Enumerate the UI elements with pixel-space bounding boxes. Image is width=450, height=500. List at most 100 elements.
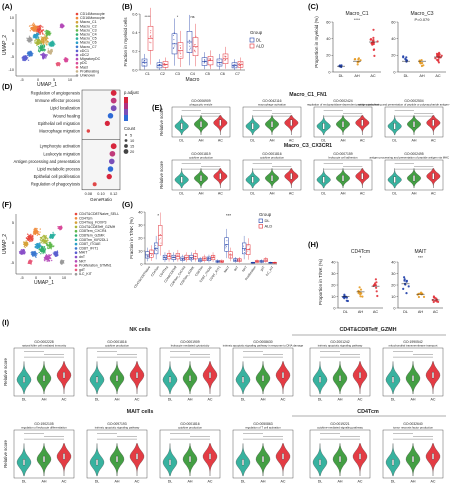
scatter-h-title: MAIT xyxy=(415,249,427,255)
violin-frame xyxy=(159,347,221,397)
violin-e-xtick: AH xyxy=(341,139,346,143)
panel-g: 0 10 20 30 40 Fraction in T/NK (%) CD4T&CD8TNa… xyxy=(129,210,277,289)
box-b-ytick: 0.0 xyxy=(132,68,137,72)
box-b-point xyxy=(234,63,236,65)
box-g-point xyxy=(173,259,175,261)
box-b-point xyxy=(239,62,241,65)
violin-frame xyxy=(313,159,373,191)
umap-a-point xyxy=(52,43,54,45)
umap-f-point xyxy=(58,226,61,228)
umap-a-ytick: 0 xyxy=(12,42,14,46)
scatter-h-point xyxy=(343,297,346,300)
umap-a-point xyxy=(38,41,40,44)
violin-e-xtick: DL xyxy=(392,192,397,196)
violin-box xyxy=(22,459,26,466)
umap-a-point xyxy=(24,55,27,57)
box-b-point xyxy=(234,64,236,67)
umap-a-point xyxy=(42,49,44,51)
umap-f-point xyxy=(36,253,38,255)
violin-e-xtick: AH xyxy=(412,192,417,196)
umap-a-point xyxy=(44,40,46,42)
umap-a-point xyxy=(39,40,41,42)
panel-e: Macro_C1_FN1 Macro_C3_CX3CR1 GO:0006909pha… xyxy=(159,92,450,196)
box-b-legend-swatch xyxy=(249,37,255,43)
umap-f-point xyxy=(40,242,42,244)
box-b-point xyxy=(233,64,235,66)
scatter-h-point xyxy=(405,292,408,295)
scatter-c-sig: P=0.079 xyxy=(414,17,430,22)
umap-f-point xyxy=(38,233,41,236)
umap-f-point xyxy=(29,261,31,264)
violin-i-xtick: AC xyxy=(358,398,363,402)
umap-f-point xyxy=(60,262,62,265)
umap-a-point xyxy=(44,30,46,33)
box-g-sig: * xyxy=(157,213,159,218)
box-b-point xyxy=(204,58,206,60)
umap-a-legend-dot xyxy=(75,53,79,57)
violin-i-xtick: AH xyxy=(42,480,47,484)
scatter-h-point xyxy=(359,295,362,298)
violin-i-section: MAIT cells xyxy=(127,409,154,415)
box-g-point xyxy=(177,254,179,256)
umap-f-point xyxy=(48,254,50,256)
umap-f-point xyxy=(35,252,37,254)
umap-f-point xyxy=(32,235,34,237)
box-g-point xyxy=(168,253,170,255)
umap-f-point xyxy=(44,234,46,237)
umap-a-point xyxy=(37,26,39,29)
violin-box xyxy=(361,119,364,126)
violin-i-xtick: AH xyxy=(411,480,416,484)
umap-f-point xyxy=(54,252,56,254)
violin-box xyxy=(281,453,285,460)
umap-a-point xyxy=(39,27,42,29)
umap-f-point xyxy=(32,237,34,239)
umap-f-point xyxy=(43,236,46,239)
umap-f-point xyxy=(57,226,59,228)
scatter-h-xtick: AH xyxy=(358,310,364,314)
umap-f-point xyxy=(30,262,32,264)
box-b-point xyxy=(194,51,196,53)
box-g-point xyxy=(203,259,205,261)
box-g-point xyxy=(248,249,250,251)
umap-a-point xyxy=(31,52,33,54)
violin-box xyxy=(115,375,119,382)
scatter-h-ytick: 10 xyxy=(391,295,395,299)
umap-a-point xyxy=(43,36,45,38)
scatter-h-ytick: 30 xyxy=(391,272,395,276)
violin-box xyxy=(241,376,245,383)
scatter-h-xtick: AH xyxy=(418,310,424,314)
panel-f: UMAP_1 UMAP_2 -5 0 5 10 5 0 -5 CD4T&CD8TNaive_SEL… xyxy=(2,212,119,286)
box-b-sig: **** xyxy=(145,15,151,19)
umap-f-point xyxy=(45,257,47,259)
umap-a-point xyxy=(61,23,63,25)
umap-f-point xyxy=(31,254,33,256)
umap-a-point xyxy=(45,55,47,58)
box-g-point xyxy=(209,258,211,260)
box-g-xtick: MAIT xyxy=(223,265,231,273)
umap-f-ytick: -5 xyxy=(11,261,14,265)
box-g-point xyxy=(253,262,255,263)
umap-f-xtick: -5 xyxy=(20,276,23,280)
violin-box xyxy=(251,123,254,130)
box-b-xtick: C5 xyxy=(205,72,210,76)
umap-a-point xyxy=(26,54,28,57)
dot-d-dot xyxy=(107,166,114,172)
scatter-c-title: Macro_C1 xyxy=(345,11,368,17)
violin-e-ylabel-2: Relative score xyxy=(159,161,164,189)
umap-f-point xyxy=(42,242,44,244)
umap-a-point xyxy=(36,44,38,46)
box-b-xtick: C7 xyxy=(235,72,240,76)
umap-f-legend-label: CD4T&CD8TNaive_SELL xyxy=(79,212,119,216)
scatter-c-point xyxy=(340,64,343,67)
dot-d-size-title: Count xyxy=(124,126,136,131)
violin-box xyxy=(261,455,265,463)
box-b-point xyxy=(180,55,182,58)
violin-frame xyxy=(159,429,221,479)
umap-f-point xyxy=(47,239,49,242)
umap-a-point xyxy=(44,42,47,44)
violin-e-ylabel-1: Relative score xyxy=(159,108,164,136)
umap-f-point xyxy=(43,249,45,252)
box-g-point xyxy=(247,245,249,247)
box-g-point xyxy=(194,257,196,259)
